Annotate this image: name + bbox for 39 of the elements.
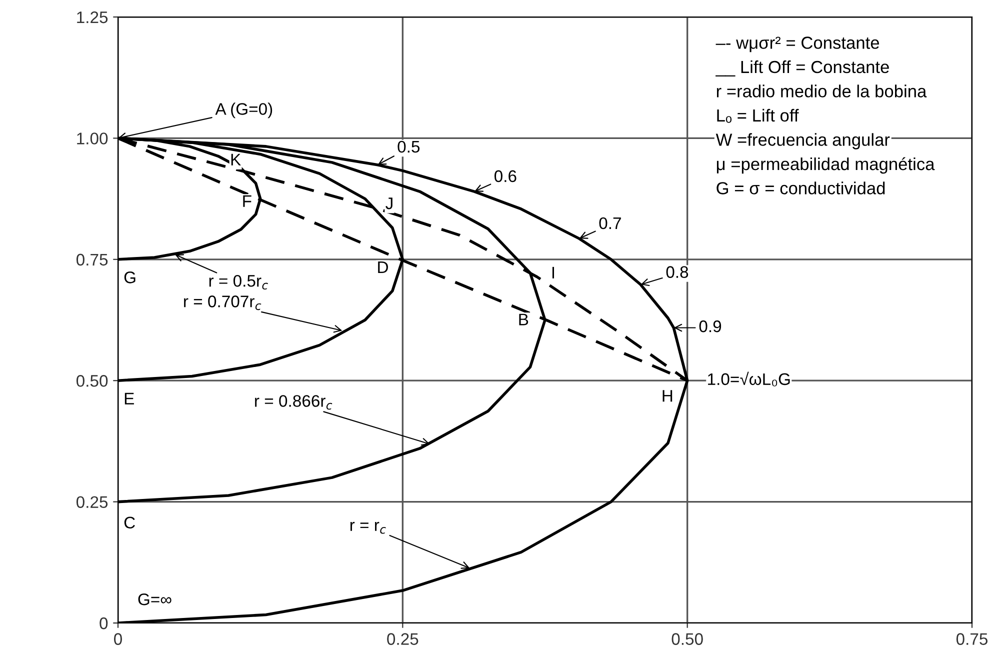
annotation: G xyxy=(124,272,136,284)
y-tick-label: 0.75 xyxy=(76,254,108,266)
annotation: 0.8 xyxy=(666,266,688,278)
y-tick-label: 0.50 xyxy=(76,375,108,387)
annotation: C xyxy=(124,516,135,528)
annotation: I xyxy=(552,266,554,278)
annotation: F xyxy=(243,195,252,207)
annotation: r = 0.707r$_{c}$ xyxy=(184,296,262,310)
annotation: 0.5 xyxy=(398,140,420,153)
annotation: r = r$_{c}$ xyxy=(350,522,386,534)
y-tick-label: 0.25 xyxy=(76,496,108,508)
annotation: B xyxy=(519,314,528,326)
annotation: r = 0.866r$_{c}$ xyxy=(255,395,332,410)
annotation: K xyxy=(231,154,241,166)
annotation: J xyxy=(386,198,392,210)
annotation: 0.9 xyxy=(699,320,722,332)
annotation: __ Lift Off = Constante xyxy=(716,60,889,76)
x-tick-label: 0.50 xyxy=(672,633,703,645)
annotation: G = σ = conductividad xyxy=(716,182,885,194)
x-tick-label: 0.25 xyxy=(387,633,418,645)
annotation: r = 0.5r$_{c}$ xyxy=(209,274,268,290)
annotation: H xyxy=(662,390,672,402)
y-tick-label: 0 xyxy=(100,617,108,630)
annotation: 0.6 xyxy=(494,170,516,182)
y-tick-label: 1.00 xyxy=(77,132,108,144)
x-tick-label: 0.75 xyxy=(956,633,988,645)
annotation: 0.7 xyxy=(599,217,621,230)
annotation: E xyxy=(124,392,134,404)
annotation: W =frecuencia angular xyxy=(716,133,890,150)
y-tick-label: 1.25 xyxy=(77,11,108,24)
annotation: –- wμσr² = Constante xyxy=(716,36,880,52)
x-tick-label: 0 xyxy=(114,633,122,645)
annotation: Lₒ = Lift off xyxy=(717,108,799,123)
annotation: A (G=0) xyxy=(215,102,272,118)
annotation: D xyxy=(378,262,388,274)
annotation: 1.0=√ωL₀G xyxy=(708,372,790,386)
annotation: r =radio medio de la bobina xyxy=(716,84,927,98)
annotation: G=∞ xyxy=(138,593,172,606)
annotation: μ =permeabilidad magnética xyxy=(716,157,935,174)
